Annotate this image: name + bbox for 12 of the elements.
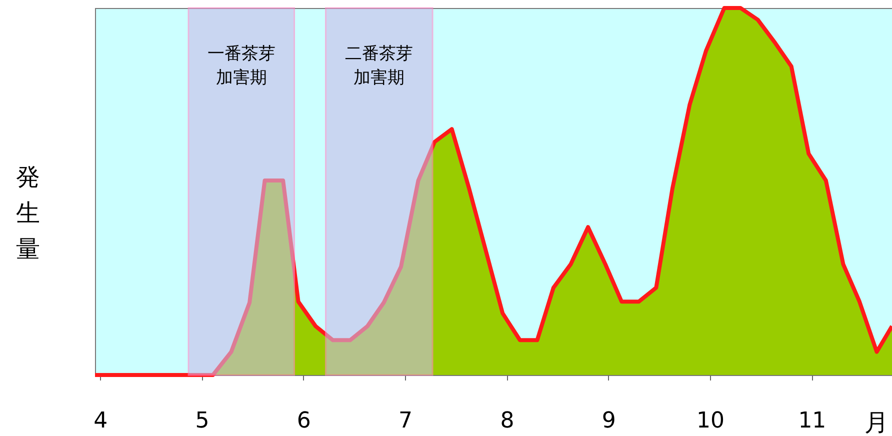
x-tick-label: 9 — [602, 408, 616, 434]
x-tick-label: 10 — [696, 408, 725, 434]
x-tick-label: 4 — [94, 408, 108, 434]
x-tick-label: 5 — [195, 408, 210, 434]
x-tick-label: 11 — [798, 408, 826, 434]
y-axis-title: 発生量 — [16, 163, 40, 263]
x-axis-title: 月 — [864, 408, 888, 436]
x-tick-label: 7 — [398, 408, 413, 434]
x-tick-label: 8 — [500, 408, 514, 434]
band-label: 一番茶芽加害期 — [207, 44, 276, 88]
band-label: 二番茶芽加害期 — [345, 44, 414, 88]
x-tick-label: 6 — [296, 408, 311, 434]
